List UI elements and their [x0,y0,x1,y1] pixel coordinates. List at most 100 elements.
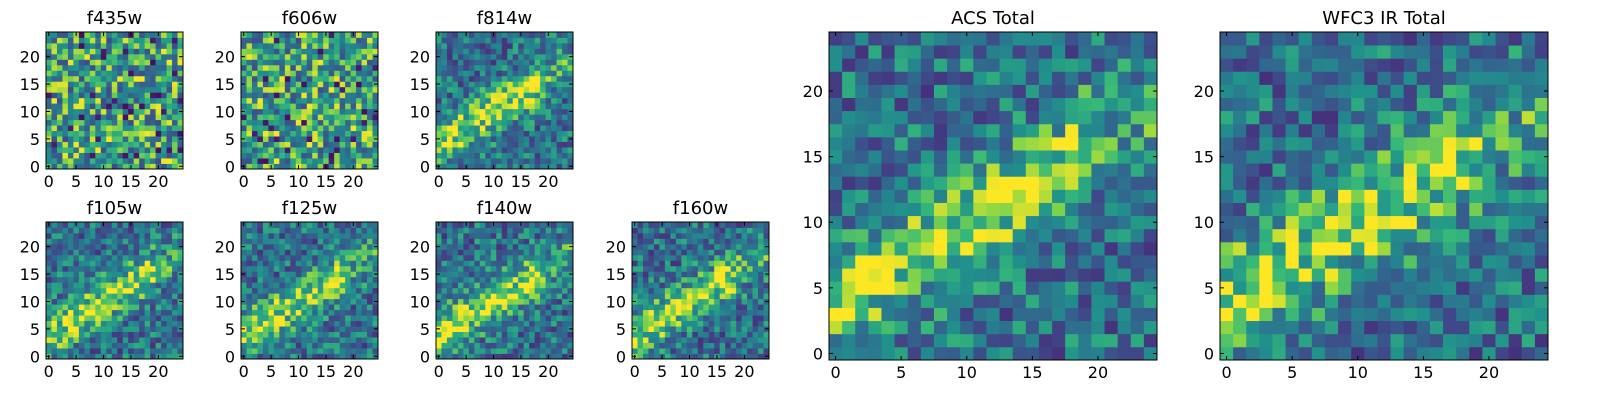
heatmap-cell [518,147,525,153]
heatmap-cell [842,163,856,177]
heatmap-cell [507,70,514,77]
heatmap-cell [741,298,748,305]
heatmap-cell [512,152,519,159]
heatmap-cell [507,342,514,349]
heatmap-cell [268,315,275,322]
heatmap-cell [642,243,649,250]
heatmap-cell [106,32,113,38]
heatmap-cell [1012,268,1027,282]
heatmap-cell [881,189,895,203]
heatmap-cell [144,130,151,137]
heatmap-cell [446,238,453,245]
heatmap-cell [973,241,987,256]
heatmap-cell [246,309,253,316]
heatmap-cell [111,64,118,71]
heatmap-cell [567,103,574,110]
heatmap-cell [540,114,546,121]
x-tick-label: 5 [266,172,276,191]
heatmap-cell [128,108,135,115]
heatmap-cell [273,304,280,311]
heatmap-cell [155,276,162,283]
heatmap-cell [73,97,80,104]
heatmap-cell [1104,189,1119,203]
heatmap-cell [128,136,135,142]
heatmap-cell [95,163,102,170]
heatmap-cell [637,254,644,261]
heatmap-cell [973,281,987,295]
heatmap-cell [367,249,373,256]
heatmap-cell [177,70,184,77]
heatmap-cell [339,114,346,121]
heatmap-cell [262,298,269,305]
heatmap-cell [117,353,124,360]
heatmap-cell [485,119,492,126]
heatmap-cell [468,37,475,44]
heatmap-cell [361,287,368,294]
heatmap-cell [78,147,85,153]
heatmap-cell [540,92,546,99]
heatmap-cell [463,136,470,142]
heatmap-cell [490,238,497,245]
heatmap-cell [529,42,536,49]
heatmap-cell [1038,202,1053,217]
heatmap-cell [295,227,302,234]
heatmap-cell [345,331,351,338]
heatmap-cell [241,48,247,55]
heatmap-cell [474,326,481,332]
heatmap-cell [62,282,69,289]
heatmap-cell [301,243,308,250]
heatmap-cell [122,254,129,261]
heatmap-cell [452,232,459,239]
heatmap-cell [457,254,464,261]
heatmap-cell [67,243,74,250]
heatmap-cell [457,48,464,55]
heatmap-cell [441,238,448,245]
heatmap-cell [356,293,362,300]
heatmap-cell [725,348,732,354]
heatmap-cell [290,315,297,322]
heatmap-cell [545,342,552,349]
heatmap-cell [350,130,357,137]
heatmap-cell [719,298,726,305]
heatmap-cell [95,271,102,278]
heatmap-cell [529,141,536,148]
heatmap-cell [339,59,346,66]
heatmap-cell [73,152,80,159]
heatmap-cell [301,42,308,49]
heatmap-cell [463,147,470,153]
heatmap-cell [257,243,264,250]
heatmap-cell [507,331,514,338]
heatmap-cell [1025,346,1040,361]
heatmap-cell [155,119,162,126]
heatmap-cell [436,59,442,66]
heatmap-cell [73,114,80,121]
heatmap-cell [144,92,151,99]
heatmap-cell [545,86,552,93]
heatmap-cell [507,147,514,153]
heatmap-cell [842,333,856,348]
heatmap-cell [632,337,638,343]
heatmap-cell [463,320,470,327]
heatmap-cell [474,293,481,300]
heatmap-cell [659,227,666,234]
heatmap-cell [262,53,269,60]
heatmap-cell [106,119,113,126]
y-tick-label: 10 [215,292,235,311]
heatmap-cell [139,254,146,261]
heatmap-cell [468,353,475,360]
heatmap-cell [161,147,167,153]
heatmap-cell [452,304,459,311]
heatmap-cell [659,287,666,294]
heatmap-cell [490,227,497,234]
heatmap-cell [273,141,280,148]
heatmap-cell [128,293,135,300]
heatmap-cell [350,141,357,148]
heatmap-cell [345,342,351,349]
heatmap-cell [166,337,173,343]
heatmap-cell [361,293,368,300]
heatmap-cell [881,346,895,361]
heatmap-cell [490,81,497,88]
heatmap-cell [339,309,346,316]
heatmap-cell [441,265,448,272]
heatmap-cell [692,337,699,343]
